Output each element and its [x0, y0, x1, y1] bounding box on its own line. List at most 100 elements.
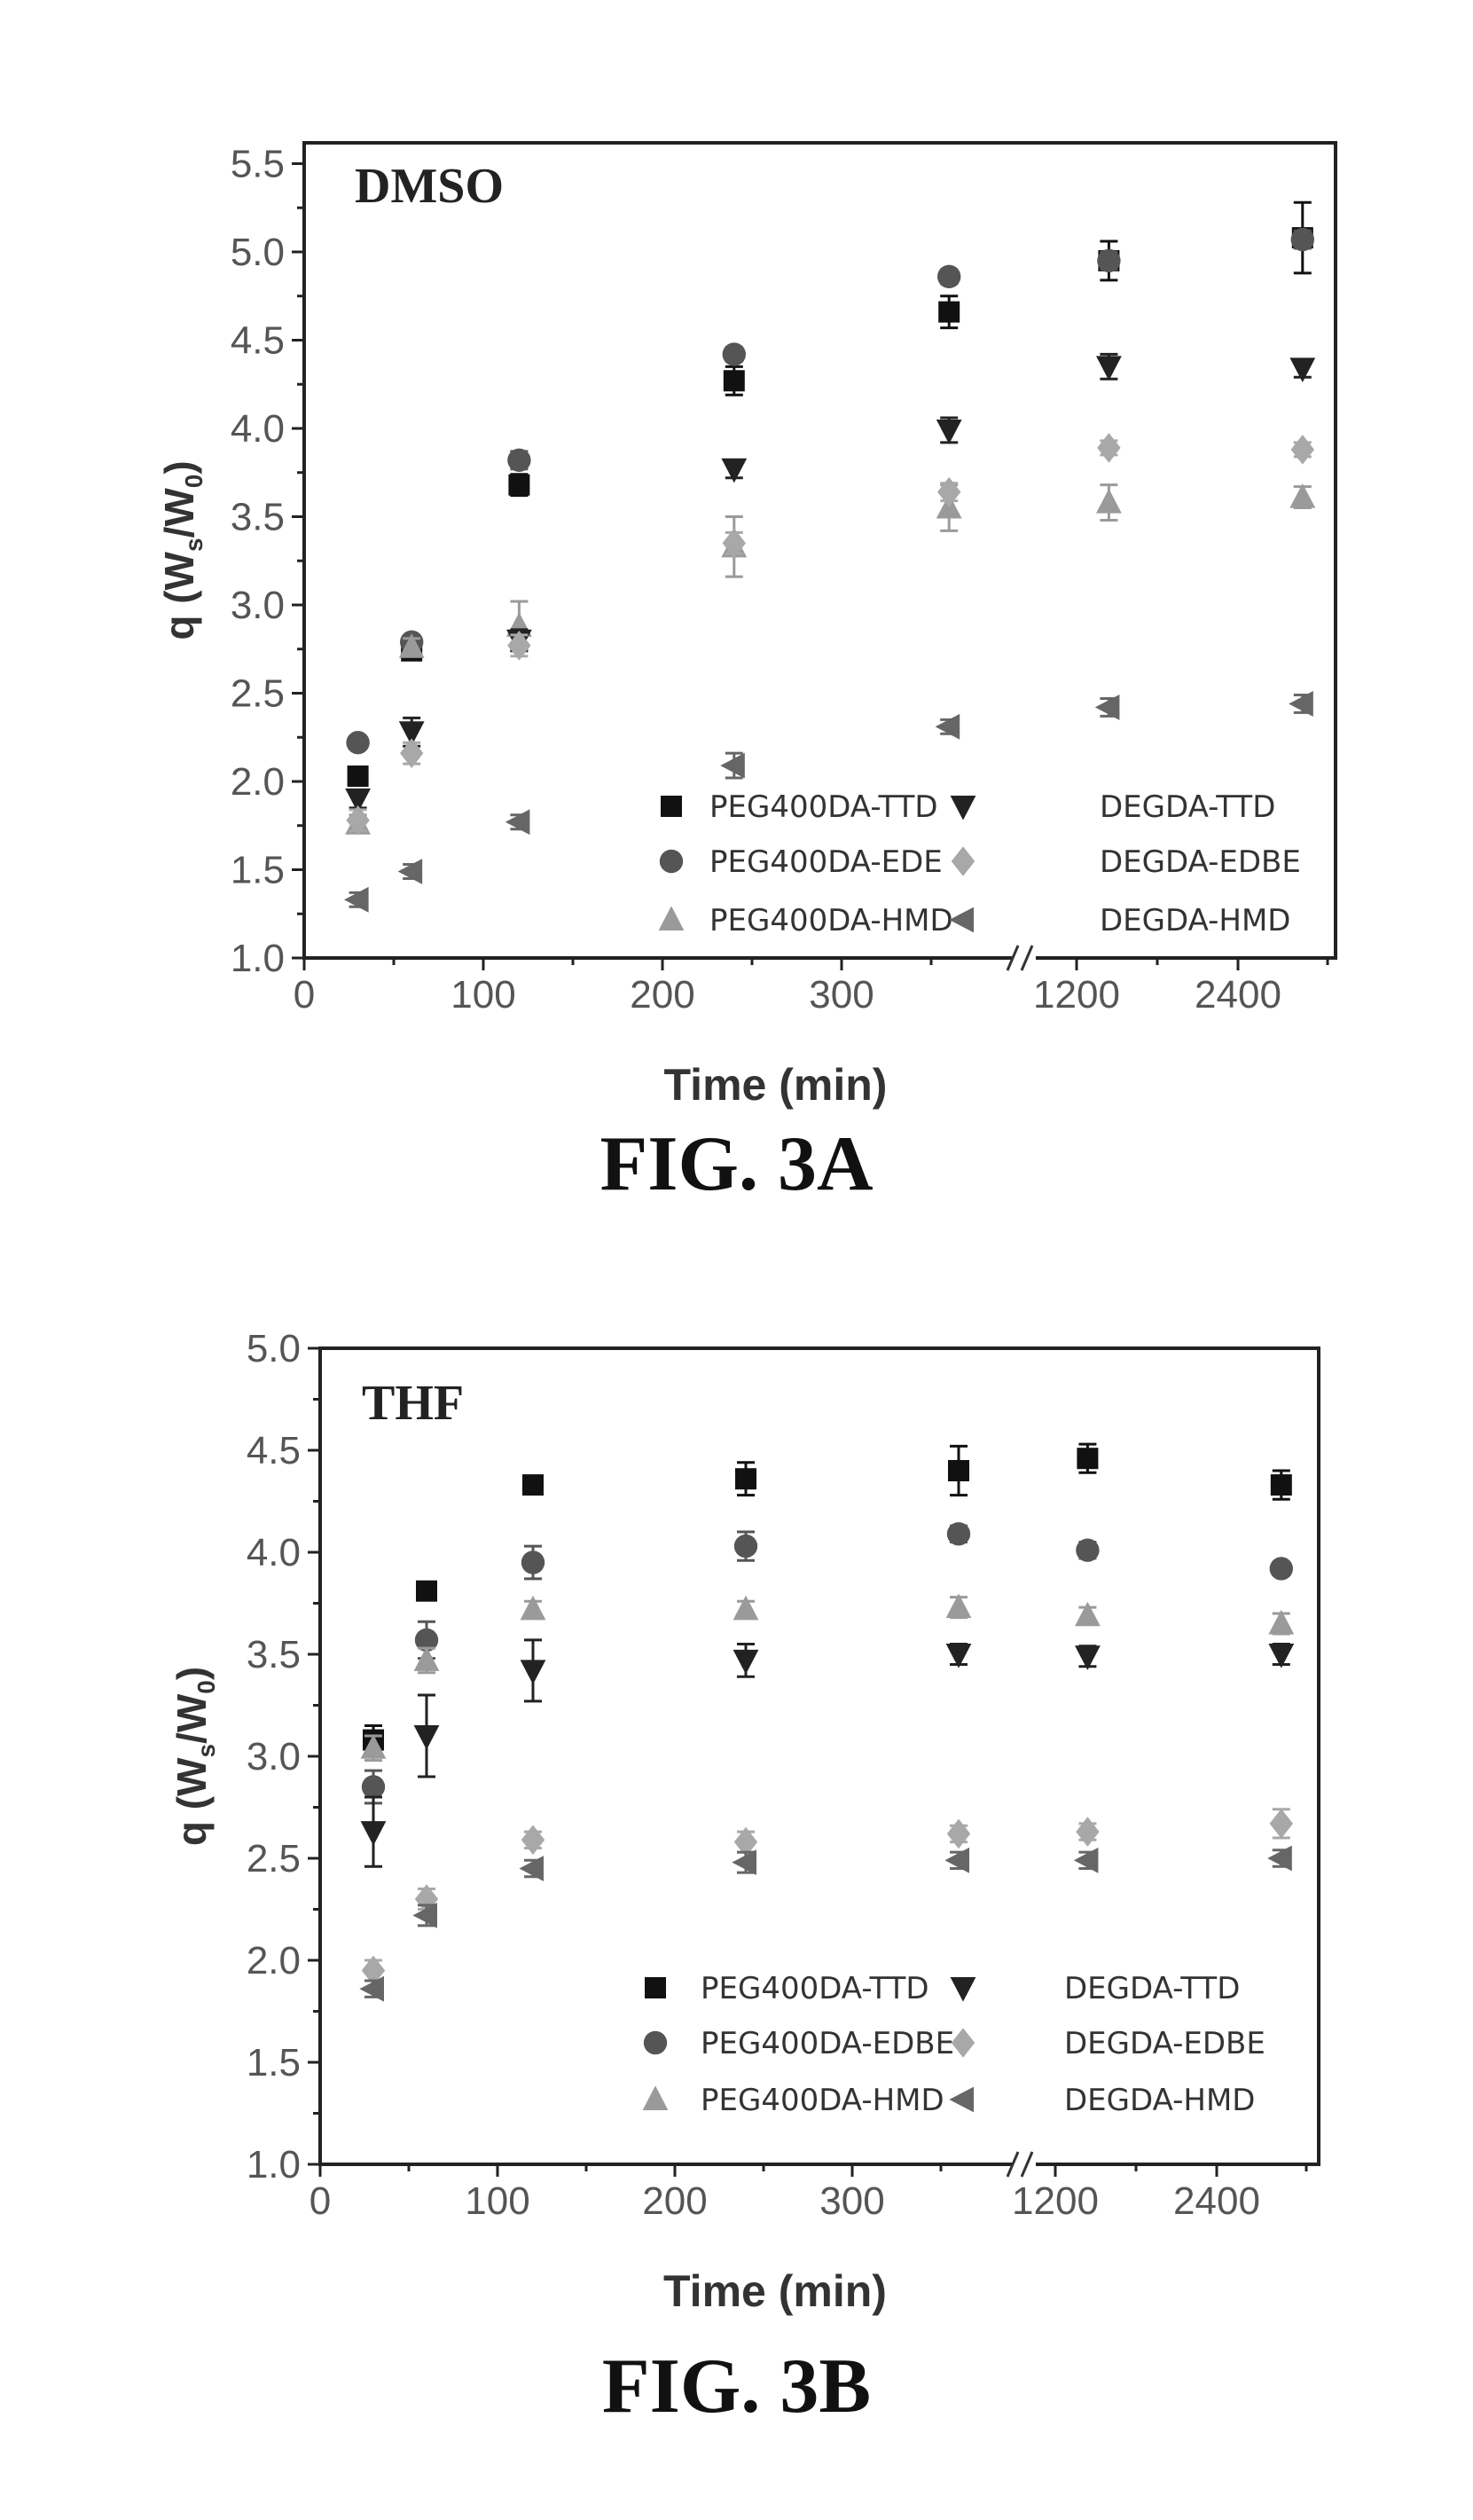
data-point: [1291, 228, 1314, 251]
legend-marker: [952, 2028, 975, 2058]
y-tick-label: 2.0: [231, 760, 285, 804]
y-tick-label: 2.0: [247, 1939, 301, 1982]
legend-label: PEG400DA-EDBE: [701, 2026, 954, 2061]
legend-marker: [951, 1977, 976, 2002]
data-point: [1270, 1809, 1293, 1839]
legend-label: PEG400DA-TTD: [701, 1971, 929, 2006]
legend-marker: [952, 846, 975, 876]
x-tick-label: 2400: [1195, 973, 1281, 1017]
x-tick-label: 1200: [1033, 973, 1120, 1017]
y-tick-label: 4.5: [247, 1429, 301, 1472]
x-tick-label: 100: [451, 973, 515, 1017]
y-axis-title: q (Ws/W0): [168, 1667, 220, 1846]
data-point: [348, 765, 369, 787]
data-point: [947, 1522, 970, 1545]
legend-label: PEG400DA-HMD: [701, 2083, 944, 2118]
data-point: [1075, 1602, 1101, 1627]
y-axis-title: q (Ws/W0): [156, 460, 208, 640]
legend-marker: [951, 796, 976, 820]
x-tick-label: 300: [809, 973, 874, 1017]
y-tick-label: 3.5: [231, 496, 285, 539]
series-degda-ttd: [345, 354, 1315, 813]
chart-dmso: 1.01.52.02.53.03.54.04.55.05.50100200300…: [156, 143, 1336, 1111]
y-tick-label: 1.0: [247, 2143, 301, 2186]
data-point: [936, 420, 962, 444]
legend-label: PEG400DA-HMD: [709, 903, 953, 938]
y-tick-label: 5.0: [231, 231, 285, 274]
legend-label: PEG400DA-EDE: [709, 844, 943, 880]
y-axis-title-part: /W: [156, 488, 202, 538]
series-degda-edbe: [362, 1809, 1293, 1985]
y-tick-label: 3.0: [247, 1735, 301, 1778]
data-point: [522, 1474, 544, 1496]
data-point: [416, 1581, 437, 1602]
data-point: [720, 753, 745, 779]
x-tick-label: 0: [309, 2179, 331, 2223]
legend-marker: [660, 850, 683, 873]
data-point: [735, 1468, 756, 1489]
y-axis-title-part: /W: [168, 1693, 215, 1744]
series-peg400da-ttd: [348, 202, 1313, 787]
y-axis-title-part: q (W: [156, 551, 202, 640]
legend-label: DEGDA-HMD: [1064, 2083, 1255, 2118]
data-point: [938, 302, 960, 323]
figure-caption-3b: FIG. 3B: [0, 2342, 1473, 2431]
panel-label: THF: [362, 1376, 464, 1431]
plot-frame: [304, 143, 1336, 958]
y-axis-title-part: ): [156, 460, 202, 474]
data-point: [946, 1594, 972, 1619]
data-point: [521, 1596, 546, 1621]
data-point: [505, 809, 530, 835]
y-tick-label: 4.0: [247, 1531, 301, 1574]
legend-marker: [643, 2085, 669, 2110]
legend-label: DEGDA-TTD: [1100, 789, 1275, 825]
figure-caption-3a: FIG. 3A: [0, 1119, 1473, 1209]
x-axis-title: Time (min): [663, 2266, 887, 2316]
data-point: [1268, 1644, 1294, 1668]
y-tick-label: 1.0: [231, 937, 285, 980]
data-point: [1097, 433, 1120, 463]
y-axis-title-part: 0: [192, 1680, 220, 1694]
data-point: [937, 265, 960, 288]
data-point: [1076, 1539, 1099, 1562]
data-point: [946, 1644, 972, 1668]
y-axis-title-part: q (W: [168, 1757, 215, 1846]
y-axis-title-part: s: [180, 538, 208, 552]
legend-label: PEG400DA-TTD: [709, 789, 938, 825]
x-axis-title: Time (min): [664, 1060, 888, 1110]
x-tick-label: 200: [630, 973, 694, 1017]
y-tick-label: 3.5: [247, 1633, 301, 1676]
series-peg400da-hmd: [361, 1594, 1295, 1761]
data-point: [937, 477, 960, 507]
data-point: [733, 1650, 759, 1675]
data-point: [1289, 483, 1315, 508]
y-tick-label: 3.0: [231, 584, 285, 627]
figure-canvas: 1.01.52.02.53.03.54.04.55.05.50100200300…: [0, 0, 1473, 2520]
y-tick-label: 2.5: [231, 672, 285, 716]
y-axis-title-part: 0: [180, 475, 208, 489]
data-point: [1077, 1448, 1098, 1469]
data-point: [344, 887, 369, 913]
data-point: [346, 731, 369, 754]
data-point: [1291, 435, 1314, 465]
panel-label: DMSO: [355, 159, 504, 214]
x-tick-label: 0: [294, 973, 315, 1017]
data-point: [1289, 357, 1315, 382]
series-peg400da-ttd: [363, 1444, 1292, 1755]
data-point: [1096, 489, 1122, 514]
y-axis-title-part: s: [192, 1744, 220, 1758]
x-tick-label: 2400: [1173, 2179, 1260, 2223]
legend-label: DEGDA-EDBE: [1100, 844, 1301, 880]
legend-marker: [949, 2087, 974, 2113]
data-point: [1097, 249, 1120, 272]
legend-label: DEGDA-EDBE: [1064, 2026, 1265, 2061]
legend-label: DEGDA-TTD: [1064, 1971, 1240, 2006]
data-point: [398, 859, 423, 884]
data-point: [948, 1460, 969, 1481]
series-degda-ttd: [361, 1640, 1295, 1866]
series-peg400da-hmd: [345, 483, 1315, 835]
series-peg400da-ede: [346, 228, 1314, 755]
y-tick-label: 5.5: [231, 143, 285, 186]
data-point: [362, 1775, 385, 1798]
y-tick-label: 5.0: [247, 1327, 301, 1370]
